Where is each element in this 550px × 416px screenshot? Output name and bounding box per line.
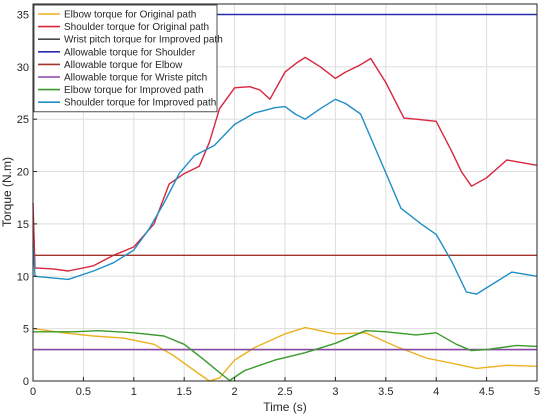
x-tick-label: 3 bbox=[332, 386, 338, 398]
y-tick-label: 35 bbox=[17, 9, 29, 21]
x-tick-label: 2 bbox=[232, 386, 238, 398]
series-line-7 bbox=[32, 98, 538, 295]
y-tick-label: 15 bbox=[17, 219, 29, 231]
x-tick-label: 2.5 bbox=[277, 386, 292, 398]
series-group bbox=[32, 13, 538, 382]
y-axis-ticks: 0 5 10 15 20 25 30 35 bbox=[17, 9, 37, 388]
y-tick-label: 25 bbox=[17, 114, 29, 126]
x-tick-label: 4 bbox=[433, 386, 439, 398]
x-tick-label: 5 bbox=[534, 386, 540, 398]
x-tick-label: 3.5 bbox=[378, 386, 393, 398]
x-tick-label: 1.5 bbox=[177, 386, 192, 398]
legend-entry: Allowable torque for Elbow bbox=[64, 60, 183, 71]
legend-entry: Elbow torque for Original path bbox=[64, 10, 196, 21]
legend-entry: Wrist pitch torque for Improved path bbox=[64, 35, 223, 46]
y-tick-label: 0 bbox=[23, 376, 29, 388]
x-tick-label: 4.5 bbox=[479, 386, 494, 398]
series-line-0 bbox=[32, 326, 538, 382]
x-axis-ticks: 0 0.5 1 1.5 2 2.5 3 3.5 4 4.5 5 bbox=[30, 377, 540, 398]
series-line-6 bbox=[33, 330, 538, 382]
legend-entry: Allowable torque for Shoulder bbox=[64, 47, 196, 58]
legend-entry: Shoulder torque for Improved path bbox=[64, 98, 216, 109]
y-axis-title: Torque (N.m) bbox=[0, 157, 14, 227]
y-tick-label: 20 bbox=[17, 167, 29, 179]
y-tick-label: 30 bbox=[17, 62, 29, 74]
legend-box bbox=[33, 4, 218, 113]
legend-entry: Shoulder torque for Original path bbox=[64, 22, 209, 33]
x-axis-title: Time (s) bbox=[263, 400, 307, 414]
x-tick-label: 0 bbox=[30, 386, 36, 398]
series-line-1 bbox=[32, 56, 538, 272]
y-tick-label: 10 bbox=[17, 271, 29, 283]
legend-entry: Elbow torque for Improved path bbox=[64, 85, 204, 96]
y-tick-label: 5 bbox=[23, 324, 29, 336]
x-tick-label: 1 bbox=[131, 386, 137, 398]
legend-entry: Allowable torque for Wriste pitch bbox=[64, 73, 207, 84]
x-tick-label: 0.5 bbox=[76, 386, 91, 398]
